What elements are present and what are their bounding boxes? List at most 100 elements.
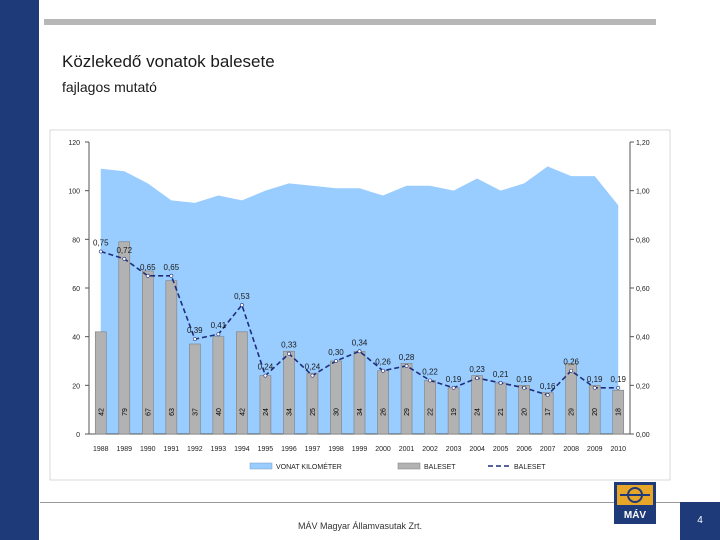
point-1989 <box>122 256 127 261</box>
right-tick-label: 0,80 <box>636 237 650 244</box>
legend-label-area: VONAT KILOMÉTER <box>276 462 342 471</box>
point-label-2001: 0,28 <box>399 353 415 362</box>
footer-company: MÁV Magyar Államvasutak Zrt. <box>297 521 423 531</box>
x-tick-label: 2007 <box>540 446 556 453</box>
bar-1989 <box>118 241 131 435</box>
left-tick-label: 120 <box>68 140 80 147</box>
point-1991 <box>169 273 174 278</box>
bar-1992 <box>189 343 201 435</box>
x-tick-label: 1994 <box>234 446 250 453</box>
left-tick-label: 40 <box>72 335 80 342</box>
x-tick-label: 1995 <box>258 446 274 453</box>
x-tick-label: 1992 <box>187 446 203 453</box>
x-tick-label: 2008 <box>563 446 579 453</box>
point-label-1991: 0,65 <box>164 263 180 272</box>
x-tick-label: 2002 <box>422 446 438 453</box>
right-tick-label: 0,60 <box>636 286 650 293</box>
left-tick-label: 0 <box>76 432 80 439</box>
x-tick-label: 1993 <box>211 446 227 453</box>
right-tick-label: 0,20 <box>636 383 650 390</box>
point-label-2008: 0,26 <box>563 358 579 367</box>
point-label-1998: 0,30 <box>328 348 344 357</box>
legend-label-bar: BALESET <box>424 464 456 471</box>
bar-1991 <box>165 280 178 435</box>
right-tick-label: 1,00 <box>636 189 650 196</box>
bar-label-2003: 19 <box>451 408 458 416</box>
left-tick-label: 100 <box>68 189 80 196</box>
point-label-1994: 0,53 <box>234 292 250 301</box>
x-tick-label: 1989 <box>116 446 132 453</box>
bar-2009 <box>588 385 601 435</box>
x-tick-label: 2006 <box>516 446 532 453</box>
point-label-2009: 0,19 <box>587 375 603 384</box>
point-label-1996: 0,33 <box>281 341 297 350</box>
bar-1994 <box>236 331 248 435</box>
bar-2004 <box>471 375 483 435</box>
point-label-1990: 0,65 <box>140 263 156 272</box>
bar-1990 <box>142 270 154 435</box>
point-label-1992: 0,39 <box>187 326 203 335</box>
point-1996 <box>287 351 291 356</box>
bar-label-1999: 34 <box>357 408 364 416</box>
area-train-km <box>100 166 619 435</box>
point-2003 <box>451 385 456 390</box>
x-tick-label: 2001 <box>399 446 415 453</box>
point-label-1995: 0,24 <box>258 363 274 372</box>
right-tick-label: 0,00 <box>636 432 650 439</box>
bar-label-1995: 24 <box>263 408 270 416</box>
page-number: 4 <box>680 502 720 540</box>
bar-1998 <box>330 360 342 435</box>
bar-1988 <box>94 331 107 435</box>
bar-2002 <box>424 380 436 435</box>
point-2007 <box>545 393 550 397</box>
bar-label-1998: 30 <box>333 408 340 416</box>
mav-logo: MÁV <box>614 482 656 524</box>
bar-label-2007: 17 <box>545 408 552 416</box>
point-2009 <box>592 385 597 390</box>
bar-1999 <box>353 350 366 435</box>
line-accident-rate <box>100 250 619 396</box>
bar-label-1989: 79 <box>122 408 129 416</box>
point-1994 <box>239 303 244 307</box>
bar-2010 <box>612 389 625 435</box>
bar-1997 <box>306 372 319 435</box>
point-2001 <box>404 363 409 368</box>
point-label-2006: 0,19 <box>516 375 532 384</box>
point-2000 <box>381 368 385 373</box>
bar-label-2001: 29 <box>404 408 411 416</box>
point-label-2005: 0,21 <box>493 370 509 379</box>
bar-label-2004: 24 <box>475 408 482 416</box>
point-1999 <box>357 349 362 354</box>
bar-label-1990: 67 <box>145 408 152 416</box>
point-label-1999: 0,34 <box>352 338 368 347</box>
slide-title: Közlekedő vonatok balesete <box>62 52 275 71</box>
x-tick-label: 1988 <box>93 446 109 453</box>
point-2010 <box>616 385 621 390</box>
point-2005 <box>498 380 503 385</box>
left-sidebar-bar <box>0 0 39 540</box>
bar-label-1988: 42 <box>98 408 105 416</box>
x-tick-label: 1999 <box>352 446 368 453</box>
x-tick-label: 1998 <box>328 446 344 453</box>
point-1993 <box>216 332 221 337</box>
point-label-2002: 0,22 <box>422 367 438 376</box>
bar-1993 <box>212 336 225 435</box>
point-1992 <box>192 337 197 342</box>
point-label-2000: 0,26 <box>375 358 391 367</box>
point-label-2007: 0,16 <box>540 382 556 391</box>
top-rule <box>44 19 656 25</box>
x-tick-label: 2010 <box>610 446 626 453</box>
right-tick-label: 1,20 <box>636 140 650 147</box>
left-tick-label: 60 <box>72 286 80 293</box>
bar-2008 <box>565 363 577 435</box>
chart-frame <box>49 129 671 481</box>
bar-label-2000: 26 <box>381 408 388 416</box>
point-1997 <box>310 373 315 378</box>
x-tick-label: 2003 <box>446 446 462 453</box>
bar-label-2002: 22 <box>428 408 435 416</box>
x-tick-label: 1997 <box>305 446 321 453</box>
bar-label-1992: 37 <box>192 408 199 416</box>
point-1988 <box>98 249 103 254</box>
bar-label-1991: 63 <box>169 408 176 416</box>
legend-swatch-bar <box>397 462 421 470</box>
